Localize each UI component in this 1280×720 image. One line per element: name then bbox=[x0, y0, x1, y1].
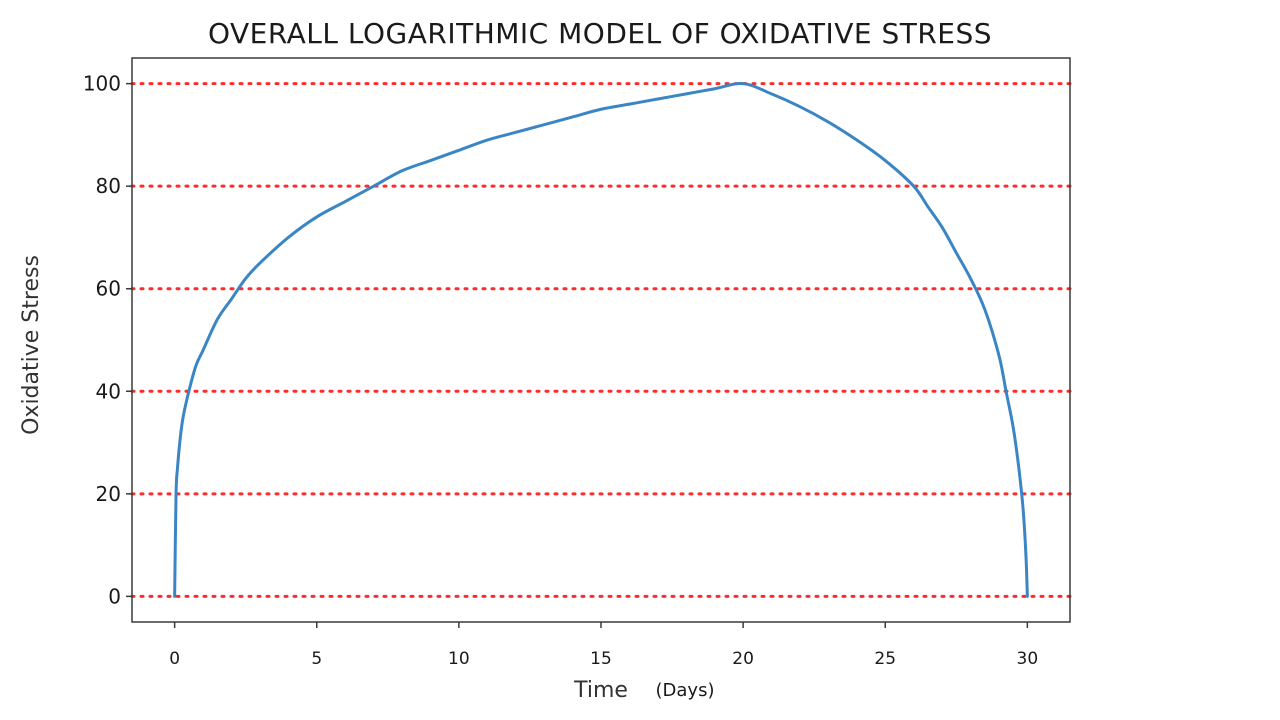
x-axis-unit-label: (Days) bbox=[656, 680, 715, 701]
grid-lines bbox=[130, 82, 1072, 598]
x-tick-label: 15 bbox=[590, 649, 612, 669]
x-axis: 0 5 10 15 20 25 30 bbox=[169, 622, 1038, 669]
y-axis-label: Oxidative Stress bbox=[19, 255, 44, 435]
y-tick-label: 100 bbox=[83, 72, 121, 96]
y-tick-label: 40 bbox=[96, 379, 121, 403]
plot-area-frame bbox=[131, 57, 1071, 623]
y-tick-label: 80 bbox=[96, 174, 121, 198]
y-tick-label: 0 bbox=[108, 584, 121, 608]
x-axis-label: Time bbox=[573, 678, 628, 703]
x-tick-label: 0 bbox=[169, 649, 180, 669]
x-tick-label: 30 bbox=[1017, 649, 1039, 669]
x-tick-label: 5 bbox=[311, 649, 322, 669]
x-tick-label: 20 bbox=[732, 649, 754, 669]
x-tick-label: 25 bbox=[874, 649, 896, 669]
chart-title: OVERALL LOGARITHMIC MODEL OF OXIDATIVE S… bbox=[208, 17, 992, 50]
x-tick-label: 10 bbox=[448, 649, 470, 669]
series-line bbox=[173, 82, 1029, 598]
y-axis: 0 20 40 60 80 100 bbox=[83, 72, 132, 608]
series-layer bbox=[173, 82, 1029, 598]
y-tick-label: 60 bbox=[96, 277, 121, 301]
y-tick-label: 20 bbox=[96, 482, 121, 506]
